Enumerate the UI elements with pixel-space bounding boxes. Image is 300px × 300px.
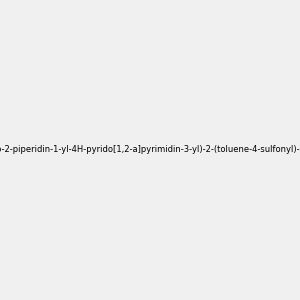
Text: (E)-3-(4-Oxo-2-piperidin-1-yl-4H-pyrido[1,2-a]pyrimidin-3-yl)-2-(toluene-4-sulfo: (E)-3-(4-Oxo-2-piperidin-1-yl-4H-pyrido[… <box>0 146 300 154</box>
